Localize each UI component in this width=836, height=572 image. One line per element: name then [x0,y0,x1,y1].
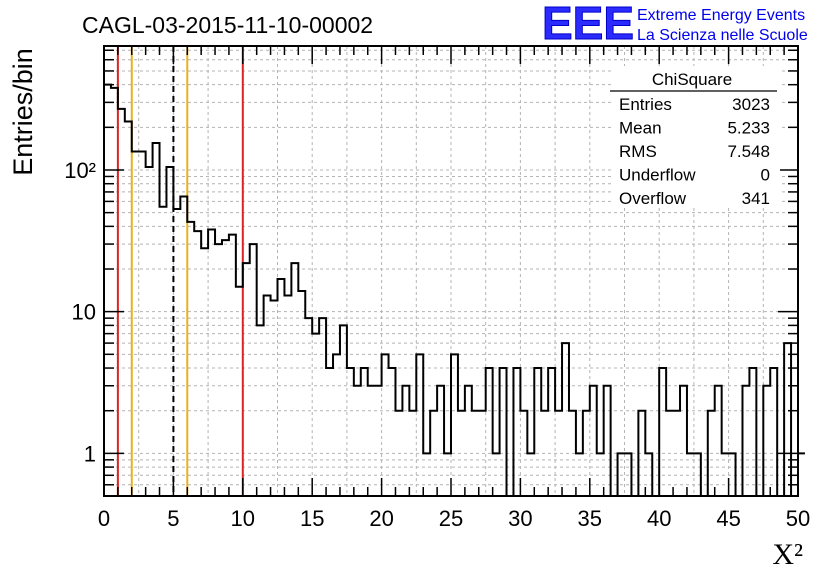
y-tick-label: 10² [64,158,96,183]
chart-title: CAGL-03-2015-11-10-00002 [82,12,373,38]
logo-line-1: Extreme Energy Events [637,7,805,24]
stats-row-value: 0 [761,166,770,185]
x-tick-label: 5 [167,506,179,531]
y-tick-labels: 1 10 10² [64,158,96,466]
x-tick-label: 35 [578,506,602,531]
x-tick-label: 15 [300,506,324,531]
stats-row-value: 341 [742,189,770,208]
y-axis-label: Entries/bin [8,48,38,176]
reference-lines [116,46,244,496]
logo-mark: EEE [542,0,634,49]
stats-row-label: Mean [619,119,662,138]
histogram-series [104,83,805,497]
x-axis-label: X² [772,538,803,571]
stats-row-value: 5.233 [727,119,770,138]
x-tick-label: 30 [508,506,532,531]
grid [104,46,798,496]
stats-row-label: RMS [619,142,657,161]
stats-title: ChiSquare [652,70,732,89]
x-tick-label: 50 [786,506,810,531]
x-tick-label: 10 [231,506,255,531]
x-tick-label: 40 [647,506,671,531]
plot-frame [103,45,799,497]
stats-row-label: Entries [619,95,672,114]
stats-row-label: Overflow [619,189,687,208]
stats-row-value: 7.548 [727,142,770,161]
stats-box: ChiSquare Entries 3023 Mean 5.233 RMS 7.548 Un… [610,66,780,208]
x-tick-labels: 0 5 10 15 20 25 30 35 40 45 50 [98,506,810,531]
y-tick-label: 1 [84,441,96,466]
axis-ticks [103,46,799,496]
x-tick-label: 45 [716,506,740,531]
x-tick-label: 25 [439,506,463,531]
x-tick-label: 0 [98,506,110,531]
x-tick-label: 20 [369,506,393,531]
logo-line-2: La Scienza nelle Scuole [637,27,808,44]
y-tick-label: 10 [72,300,96,325]
stats-row-value: 3023 [732,95,770,114]
eee-logo: EEE Extreme Energy Events La Scienza nel… [542,0,808,50]
stats-row-label: Underflow [619,166,696,185]
